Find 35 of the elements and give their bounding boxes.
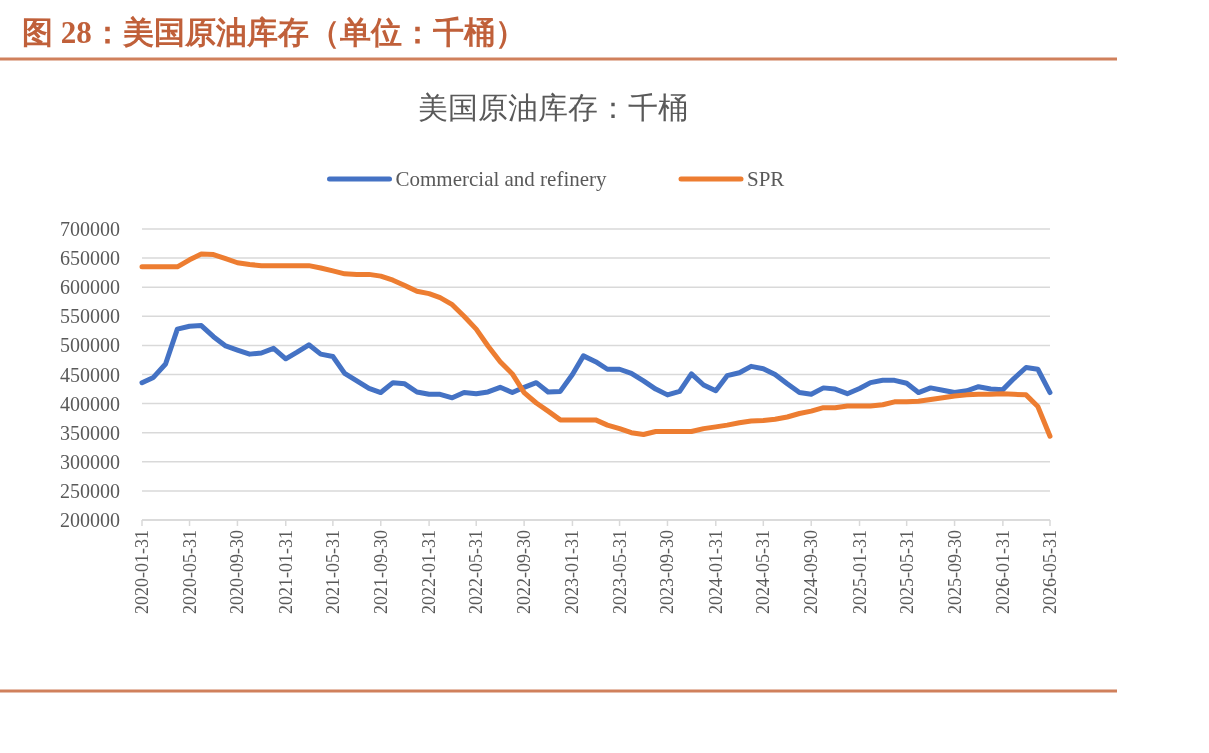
- x-tick-label: 2024-05-31: [753, 530, 774, 614]
- y-tick-label: 300000: [60, 450, 120, 473]
- x-tick-label: 2025-01-31: [849, 530, 870, 614]
- y-tick-label: 400000: [60, 392, 120, 415]
- x-tick-label: 2022-01-31: [419, 530, 440, 614]
- x-tick-label: 2024-09-30: [801, 530, 822, 614]
- x-tick-label: 2026-01-31: [992, 530, 1013, 614]
- x-tick-label: 2020-09-30: [227, 530, 248, 614]
- y-tick-label: 200000: [60, 509, 120, 531]
- x-tick-label: 2020-05-31: [179, 530, 200, 614]
- legend-label: SPR: [747, 167, 785, 191]
- y-tick-label: 600000: [60, 276, 120, 299]
- legend-label: Commercial and refinery: [395, 167, 608, 191]
- y-tick-label: 700000: [60, 218, 120, 240]
- x-tick-label: 2021-05-31: [322, 530, 343, 614]
- x-tick-label: 2023-05-31: [609, 530, 630, 614]
- chart-title: 图 28：美国原油库存（单位：千桶）: [22, 15, 526, 50]
- x-tick-label: 2023-01-31: [562, 530, 583, 614]
- x-tick-label: 2024-01-31: [705, 530, 726, 614]
- y-tick-label: 500000: [60, 334, 120, 357]
- x-tick-label: 2021-01-31: [275, 530, 296, 614]
- y-tick-label: 250000: [60, 479, 120, 502]
- x-tick-label: 2026-05-31: [1040, 530, 1060, 614]
- x-tick-label: 2025-05-31: [896, 530, 917, 614]
- x-tick-label: 2022-09-30: [514, 530, 535, 614]
- y-tick-label: 550000: [60, 305, 120, 328]
- x-tick-label: 2025-09-30: [944, 530, 965, 614]
- y-tick-label: 350000: [60, 421, 120, 444]
- x-tick-label: 2022-05-31: [466, 530, 487, 614]
- y-tick-label: 650000: [60, 247, 120, 270]
- y-tick-label: 450000: [60, 363, 120, 386]
- chart-subtitle: 美国原油库存：千桶: [418, 91, 688, 124]
- x-tick-label: 2020-01-31: [132, 530, 152, 614]
- x-tick-label: 2023-09-30: [657, 530, 678, 614]
- x-tick-label: 2021-09-30: [370, 530, 391, 614]
